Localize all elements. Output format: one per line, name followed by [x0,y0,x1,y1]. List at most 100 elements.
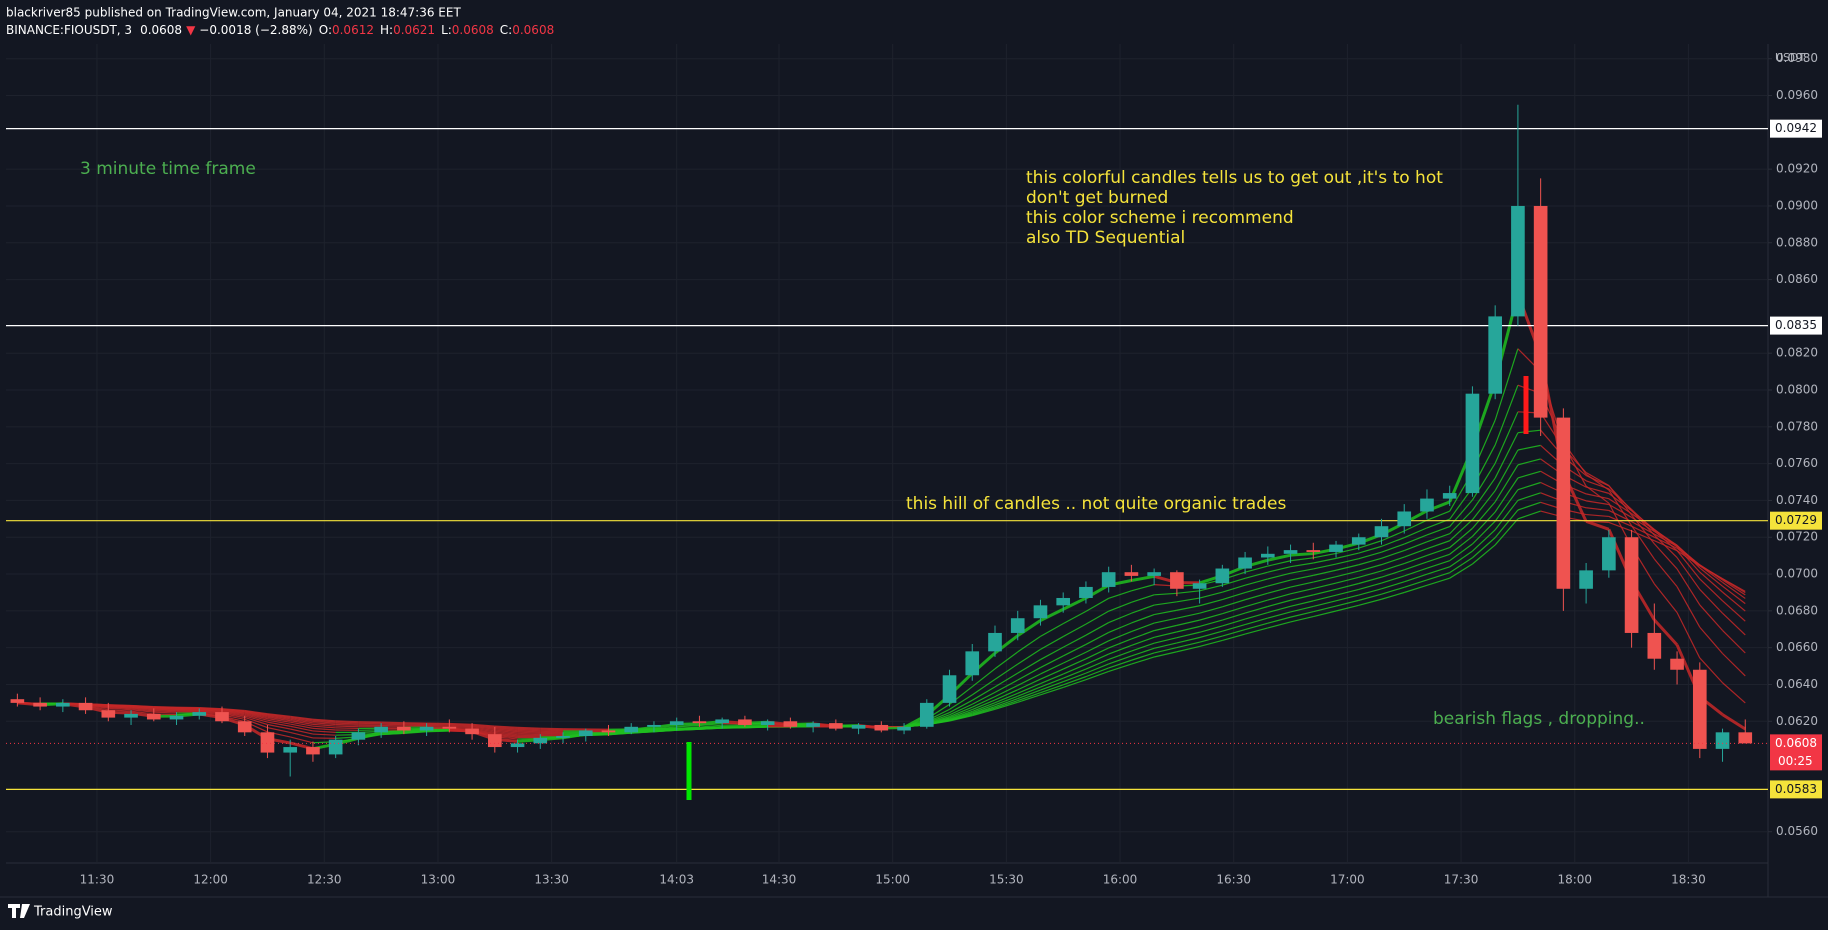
ribbon [1017,686,1041,697]
ribbon [472,724,495,728]
ribbon [312,722,336,726]
ribbon [1404,534,1428,545]
ribbon [1017,648,1041,665]
ribbon [1176,631,1200,639]
ribbon [1290,557,1314,562]
candle-body [237,721,252,733]
ribbon [1062,651,1087,664]
ribbon [1222,577,1246,586]
ribbon [994,701,1018,710]
ribbon [1653,543,1678,570]
ribbon [1244,611,1268,620]
ribbon [1176,641,1200,649]
y-tick-label: 0.0640 [1776,677,1818,691]
candle-body [1260,553,1275,558]
ribbon [1517,458,1541,466]
ribbon [1244,592,1268,601]
grid [6,44,1768,863]
ribbon [1335,576,1359,584]
ribbon [1631,525,1655,560]
ribbon [312,718,336,722]
ribbon [1653,558,1678,588]
candle-body [192,712,207,716]
ribbon [1472,520,1496,545]
ribbon [494,729,518,733]
ribbon [1176,619,1200,626]
ribbon [1244,605,1268,614]
ribbon [1335,604,1359,612]
ribbon [1062,634,1087,648]
y-tick-label: 0.0880 [1776,235,1818,249]
ribbon [1699,567,1723,587]
ribbon [1244,571,1268,579]
ribbon [1131,594,1155,603]
ribbon [1222,591,1246,601]
ribbon [972,699,996,711]
brand: TradingView [33,905,113,920]
ribbon [381,721,404,724]
ribbon [1608,503,1632,518]
ribbon [1063,679,1087,688]
ribbon [244,712,268,718]
ribbon [699,724,723,728]
ribbon [1017,682,1041,694]
candle-body [124,713,138,718]
y-tick-label: 0.0740 [1776,493,1818,507]
ribbon [1313,600,1337,608]
ribbon [1676,550,1701,580]
ribbon [994,692,1018,704]
ribbon [1085,622,1109,636]
ribbon [1131,630,1155,640]
candle-body [783,721,798,727]
candle-body [965,651,980,676]
ribbon [1722,579,1746,596]
ribbon [267,713,291,718]
ribbon [244,715,268,723]
candle-body [1602,537,1616,571]
ribbon [1108,650,1132,660]
ribbon [472,725,495,729]
ribbon [1244,599,1268,608]
ribbon [1154,642,1178,649]
ribbon [1244,585,1268,594]
ribbon [1585,493,1609,500]
ribbon [1517,492,1541,501]
ribbon [1608,492,1632,512]
ribbon [1654,533,1678,547]
candle-body [1692,669,1707,749]
ribbon [381,732,404,735]
ribbon [403,730,427,734]
ribbon [1676,586,1701,628]
ribbon [1631,513,1655,531]
ribbon [1131,604,1155,614]
ribbon [1585,472,1610,487]
ribbon [1381,586,1405,595]
ribbon [1040,655,1064,669]
ribbon [1313,582,1337,590]
ribbon [1586,513,1609,518]
ribbon [472,727,495,731]
y-tick-label: 0.0620 [1776,714,1818,728]
ribbon [1267,605,1291,614]
annotation: also TD Sequential [1026,228,1185,248]
candle-body [760,721,775,725]
x-tick-label: 17:00 [1330,873,1365,887]
ribbon [1472,529,1496,552]
ribbon [1631,525,1655,538]
ribbon [1449,543,1473,562]
candle-body [919,702,934,727]
ribbon [1108,663,1132,672]
ribbon [1131,622,1155,633]
candle-body [897,726,911,731]
ribbon [1016,619,1042,637]
ribbon [1176,645,1200,653]
ribbon [312,719,336,723]
ribbon [1494,489,1519,522]
ribbon [1290,581,1314,588]
change: −0.0018 (−2.88%) [199,23,312,37]
x-tick-label: 17:30 [1444,873,1479,887]
ribbon [1062,676,1087,686]
ribbon [1426,540,1450,550]
ribbon [244,711,268,717]
candle-body [260,732,275,753]
